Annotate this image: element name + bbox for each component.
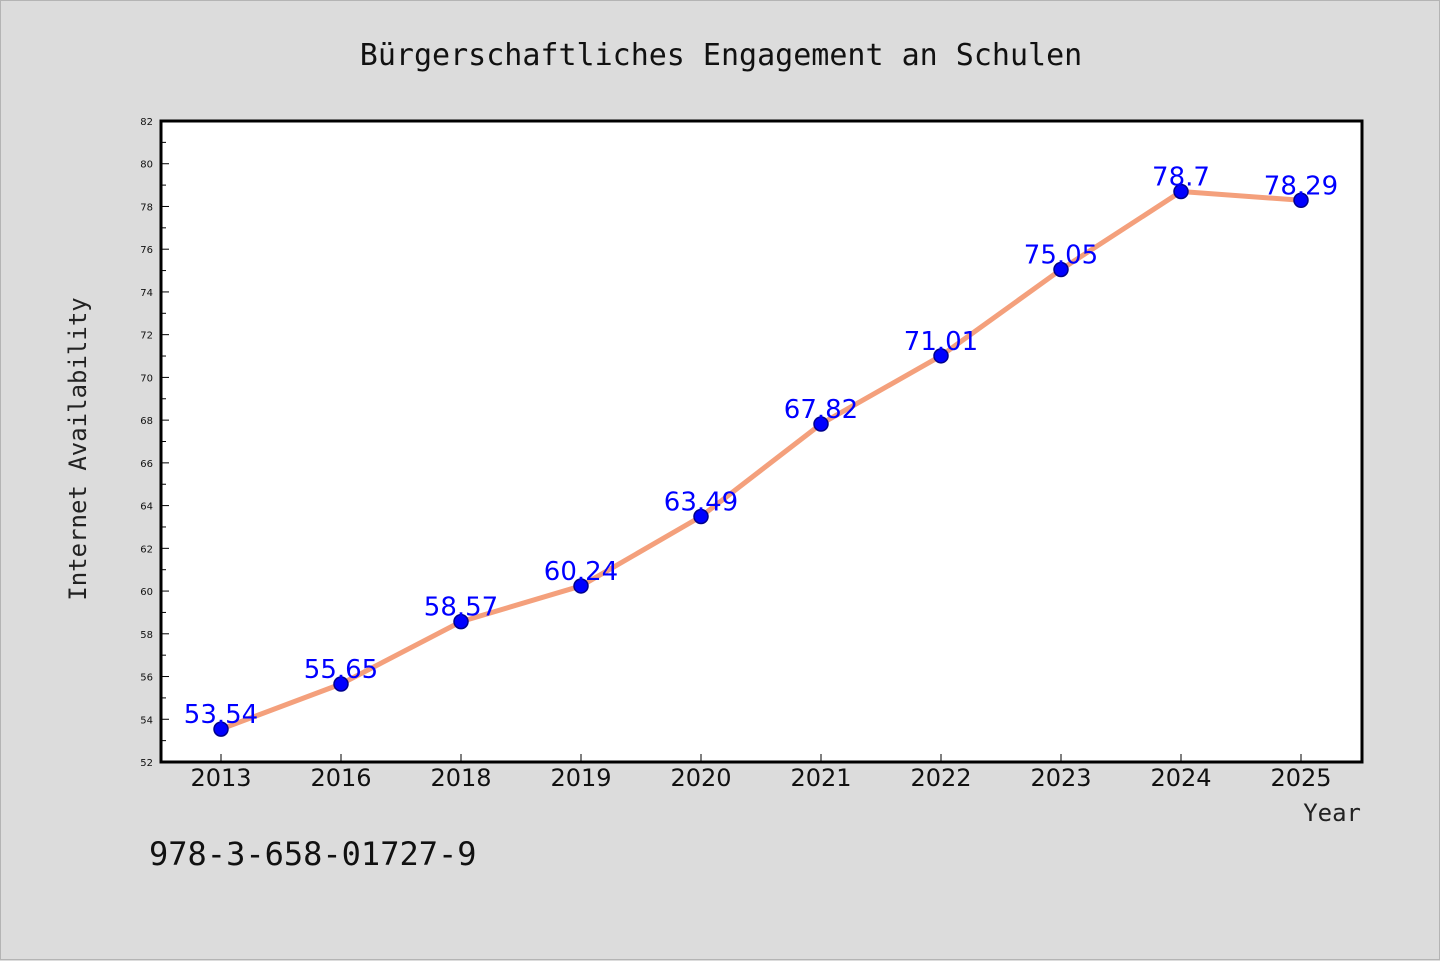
- data-point: [573, 578, 589, 594]
- plot-area: [159, 119, 1364, 764]
- data-label: 53.54: [184, 700, 258, 730]
- x-tick-label: 2021: [790, 764, 851, 792]
- x-tick-label: 2025: [1270, 764, 1331, 792]
- data-label: 78.29: [1264, 171, 1338, 201]
- y-tick-label: 70: [140, 373, 153, 384]
- chart-title: Bürgerschaftliches Engagement an Schulen: [360, 38, 1082, 73]
- y-tick-label: 76: [140, 245, 153, 256]
- x-tick-label: 2018: [430, 764, 491, 792]
- y-tick-label: 78: [140, 202, 153, 213]
- y-axis-label: Internet Availability: [64, 297, 92, 600]
- y-tick-label: 72: [140, 331, 153, 342]
- x-tick-label: 2013: [190, 764, 251, 792]
- series-line: [218, 189, 1304, 732]
- x-axis-label: Year: [1303, 799, 1361, 827]
- data-label: 55.65: [304, 655, 378, 685]
- y-tick-label: 60: [140, 587, 153, 598]
- data-point: [813, 416, 829, 432]
- y-tick-label: 80: [140, 160, 153, 171]
- y-tick-label: 82: [140, 117, 153, 128]
- data-point: [1173, 183, 1189, 200]
- x-tick-label: 2020: [670, 764, 731, 792]
- y-tick-label: 64: [140, 502, 153, 513]
- y-tick-label: 62: [140, 544, 153, 555]
- data-point: [1293, 192, 1309, 209]
- y-tick-label: 54: [140, 715, 153, 726]
- y-tick-label: 56: [140, 673, 153, 684]
- data-point: [333, 676, 349, 692]
- data-label: 71.01: [904, 327, 978, 357]
- x-axis-ticks: 2013 2016 2018 2019 2020 2021 2022 2023 2024 2025: [190, 754, 1332, 792]
- data-point: [1053, 261, 1069, 278]
- data-label: 78.7: [1152, 163, 1210, 193]
- y-tick-label: 68: [140, 416, 153, 427]
- data-point: [933, 348, 949, 364]
- data-label: 60.24: [544, 557, 618, 587]
- data-markers: [213, 183, 1309, 737]
- data-point: [453, 613, 469, 630]
- data-label: 67.82: [784, 395, 858, 425]
- x-tick-label: 2024: [1150, 764, 1211, 792]
- y-tick-label: 66: [140, 459, 153, 470]
- data-label: 58.57: [424, 593, 498, 623]
- x-tick-label: 2022: [910, 764, 971, 792]
- x-tick-label: 2023: [1030, 764, 1091, 792]
- isbn-text: 978-3-658-01727-9: [149, 835, 477, 873]
- y-tick-label: 58: [140, 630, 153, 641]
- y-tick-label: 74: [140, 288, 153, 299]
- x-tick-label: 2016: [310, 764, 371, 792]
- data-label: 75.05: [1024, 240, 1098, 270]
- data-point: [693, 508, 709, 525]
- y-axis-ticks: 52 54 56 58 60 62 64 66 68 70 72 74 76 78 80 82: [140, 117, 169, 769]
- data-labels: 53.54 55.65 58.57 60.24 63.49 67.82 71.01 75.05…: [184, 163, 1338, 731]
- x-tick-label: 2019: [550, 764, 611, 792]
- y-tick-label: 52: [140, 758, 153, 769]
- data-label: 63.49: [664, 487, 738, 517]
- data-point: [213, 721, 229, 737]
